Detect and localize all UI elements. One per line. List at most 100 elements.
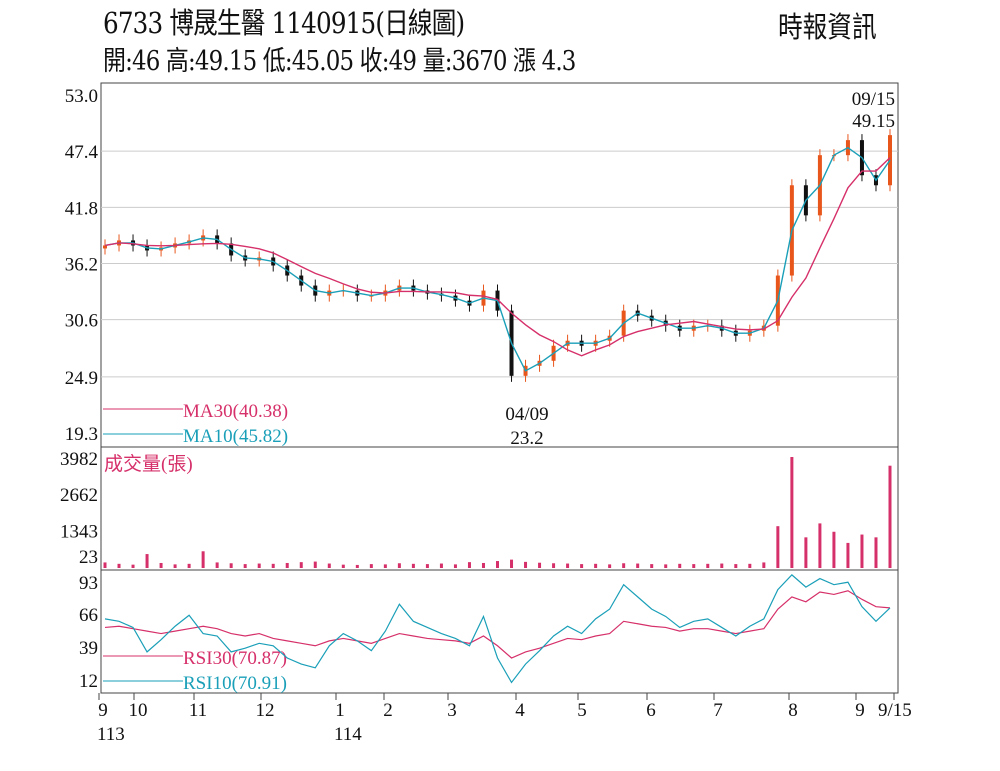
volume-bar bbox=[327, 563, 331, 568]
volume-bar bbox=[453, 564, 457, 568]
price-tick-label: 24.9 bbox=[65, 368, 98, 389]
x-tick-label: 3 bbox=[447, 700, 457, 721]
volume-title: 成交量(張) bbox=[104, 453, 193, 475]
volume-bar bbox=[566, 563, 570, 568]
volume-bar bbox=[145, 554, 149, 568]
volume-bar bbox=[524, 561, 528, 568]
volume-bar bbox=[243, 564, 247, 568]
x-tick-label: 6 bbox=[646, 700, 656, 721]
volume-tick-label: 23 bbox=[79, 547, 98, 568]
price-tick-label: 36.2 bbox=[65, 254, 98, 275]
high-date-label: 09/15 bbox=[852, 89, 895, 110]
volume-bar bbox=[496, 561, 499, 568]
ma30-line bbox=[104, 157, 891, 357]
ma10-line bbox=[104, 146, 891, 372]
volume-bar bbox=[720, 563, 724, 568]
high-value-label: 49.15 bbox=[852, 111, 895, 132]
volume-bar bbox=[439, 563, 443, 568]
volume-bar bbox=[636, 563, 640, 568]
volume-bar bbox=[285, 562, 289, 568]
rsi-tick-label: 39 bbox=[79, 638, 98, 659]
rsi-line bbox=[104, 590, 891, 659]
price-tick-label: 30.6 bbox=[65, 311, 98, 332]
volume-bar bbox=[776, 526, 780, 568]
volume-bar bbox=[608, 564, 612, 568]
volume-bar bbox=[383, 564, 387, 568]
ohlc-summary: 開:46 高:49.15 低:45.05 收:49 量:3670 漲 4.3 bbox=[103, 46, 576, 77]
rsi-tick-label: 93 bbox=[79, 573, 98, 594]
x-tick-label: 8 bbox=[788, 700, 798, 721]
volume-tick-label: 3982 bbox=[60, 449, 98, 470]
chart-title: 6733 博晟生醫 1140915(日線圖) bbox=[103, 6, 465, 40]
volume-bar bbox=[467, 562, 471, 568]
volume-tick-label: 1343 bbox=[60, 522, 98, 543]
x-tick-label: 5 bbox=[577, 700, 587, 721]
low-date-label: 04/09 bbox=[505, 404, 548, 425]
volume-bar bbox=[299, 562, 303, 568]
volume-bar bbox=[818, 523, 822, 568]
price-tick-label: 47.4 bbox=[65, 142, 99, 163]
candle-body bbox=[103, 245, 107, 249]
volume-bar bbox=[860, 534, 864, 568]
volume-bar bbox=[215, 562, 219, 568]
volume-bar bbox=[131, 564, 135, 568]
volume-bar bbox=[397, 563, 401, 568]
volume-bar bbox=[425, 564, 429, 568]
year-label: 114 bbox=[334, 724, 362, 745]
rsi-legend-label: RSI10(70.91) bbox=[183, 673, 287, 694]
volume-bar bbox=[664, 564, 668, 568]
volume-bar bbox=[790, 457, 794, 568]
data-source: 時報資訊 bbox=[778, 10, 877, 44]
price-tick-label: 53.0 bbox=[65, 86, 98, 107]
volume-bar bbox=[538, 562, 542, 568]
volume-bar bbox=[580, 564, 584, 568]
volume-bar bbox=[159, 562, 163, 568]
x-tick-label: 7 bbox=[713, 700, 723, 721]
low-value-label: 23.2 bbox=[510, 428, 543, 449]
volume-bar bbox=[257, 563, 261, 568]
volume-bar bbox=[187, 563, 191, 568]
x-tick-label: 10 bbox=[129, 700, 148, 721]
x-tick-label: 9 bbox=[98, 700, 108, 721]
chart-frame bbox=[100, 82, 899, 694]
x-tick-label: 2 bbox=[383, 700, 393, 721]
volume-bar bbox=[762, 562, 766, 568]
volume-bar bbox=[313, 561, 317, 568]
volume-bar bbox=[369, 564, 373, 568]
volume-bar bbox=[552, 563, 556, 568]
x-tick-label: 4 bbox=[515, 700, 525, 721]
x-tick-label: 9/15 bbox=[878, 700, 912, 721]
x-tick-label: 12 bbox=[256, 700, 275, 721]
volume-bar bbox=[481, 562, 485, 568]
volume-bar bbox=[748, 563, 752, 568]
rsi-tick-label: 12 bbox=[79, 671, 98, 692]
rsi-tick-label: 66 bbox=[79, 605, 98, 626]
price-tick-label: 19.3 bbox=[65, 424, 98, 445]
volume-tick-label: 2662 bbox=[60, 485, 98, 506]
price-tick-label: 41.8 bbox=[65, 198, 98, 219]
volume-bar bbox=[594, 563, 598, 568]
volume-bar bbox=[271, 563, 275, 568]
volume-bar bbox=[650, 564, 654, 568]
volume-bar bbox=[832, 531, 836, 568]
volume-bar bbox=[622, 563, 626, 568]
volume-bar bbox=[678, 563, 682, 568]
volume-bar bbox=[846, 542, 850, 568]
volume-bar bbox=[804, 537, 808, 568]
volume-bar bbox=[229, 563, 233, 568]
x-tick-label: 9 bbox=[855, 700, 865, 721]
volume-bar bbox=[117, 563, 121, 568]
volume-bar bbox=[888, 465, 892, 568]
volume-bar bbox=[510, 559, 514, 568]
rsi-line bbox=[104, 574, 891, 684]
year-label: 113 bbox=[97, 724, 125, 745]
volume-bar bbox=[874, 537, 878, 568]
volume-bar bbox=[103, 562, 107, 568]
volume-bar bbox=[411, 563, 415, 568]
volume-bar bbox=[734, 564, 738, 568]
x-tick-label: 1 bbox=[335, 700, 345, 721]
legend-label: MA10(45.82) bbox=[183, 426, 288, 447]
volume-bar bbox=[201, 551, 205, 568]
